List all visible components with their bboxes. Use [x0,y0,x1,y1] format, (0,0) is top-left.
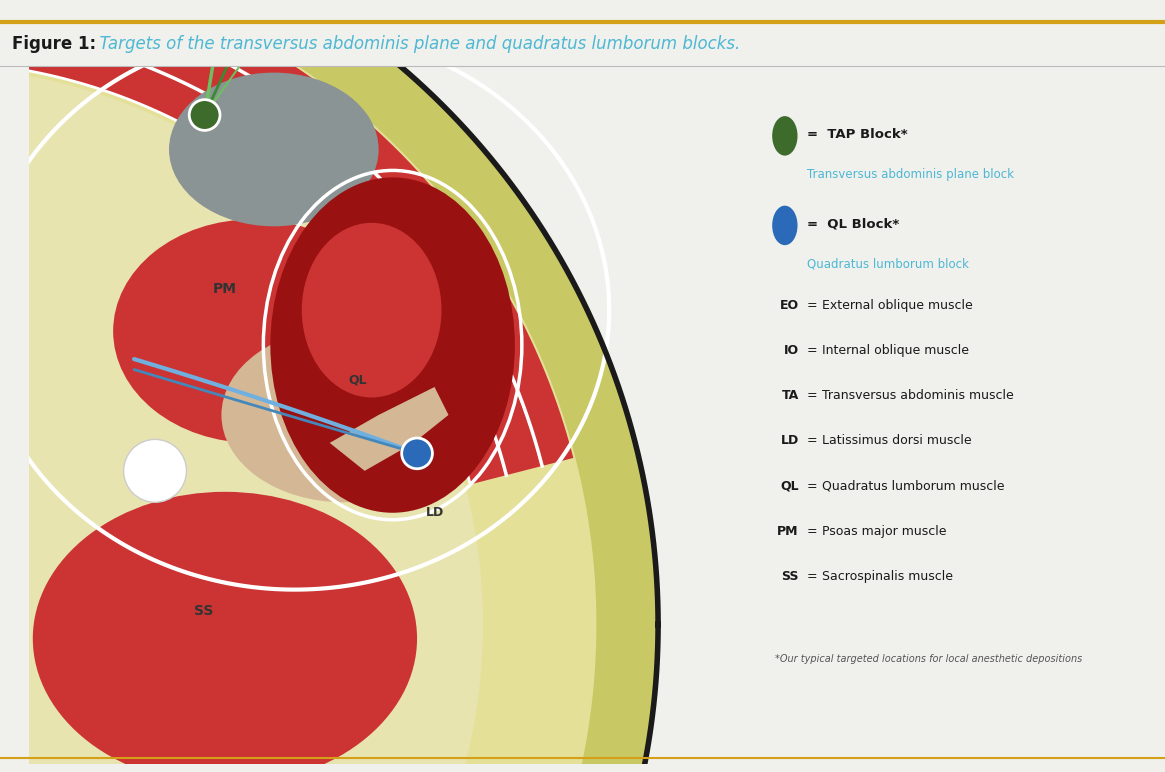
Text: Transversus abdominis plane block: Transversus abdominis plane block [806,168,1014,181]
Ellipse shape [270,178,515,513]
Circle shape [772,205,798,245]
Text: EO: EO [779,300,799,312]
Text: Sacrospinalis muscle: Sacrospinalis muscle [822,570,953,583]
Text: QL: QL [781,479,799,493]
Polygon shape [0,0,573,466]
Text: Psoas major muscle: Psoas major muscle [822,525,947,537]
Text: Quadratus lumborum muscle: Quadratus lumborum muscle [822,479,1005,493]
Polygon shape [0,0,658,772]
Circle shape [772,116,798,156]
Text: SS: SS [782,570,799,583]
Polygon shape [0,0,541,475]
Text: =  TAP Block*: = TAP Block* [806,128,908,141]
Text: =: = [806,479,818,493]
Text: =: = [806,525,818,537]
Ellipse shape [221,327,466,503]
Text: =  QL Block*: = QL Block* [806,218,899,231]
Ellipse shape [302,223,442,398]
Circle shape [189,100,220,130]
Text: *Our typical targeted locations for local anesthetic depositions: *Our typical targeted locations for loca… [775,654,1082,664]
Text: Figure 1:: Figure 1: [12,36,96,53]
Text: LD: LD [781,435,799,448]
Text: SS: SS [195,604,213,618]
Text: PM: PM [213,283,236,296]
Text: =: = [806,300,818,312]
Text: Transversus abdominis muscle: Transversus abdominis muscle [822,389,1015,402]
Polygon shape [0,25,506,484]
Text: =: = [806,570,818,583]
Ellipse shape [123,439,186,503]
Text: External oblique muscle: External oblique muscle [822,300,973,312]
Text: Internal oblique muscle: Internal oblique muscle [822,344,969,357]
Text: Quadratus lumborum block: Quadratus lumborum block [806,257,968,270]
Text: PM: PM [777,525,799,537]
Polygon shape [330,387,449,471]
Text: IO: IO [784,344,799,357]
Text: TA: TA [782,389,799,402]
Ellipse shape [113,219,393,443]
Circle shape [402,438,432,469]
Text: Targets of the transversus abdominis plane and quadratus lumborum blocks.: Targets of the transversus abdominis pla… [89,36,740,53]
Text: QL: QL [348,374,367,387]
Text: Latissimus dorsi muscle: Latissimus dorsi muscle [822,435,972,448]
Text: =: = [806,344,818,357]
Polygon shape [0,0,595,772]
Text: LD: LD [425,506,444,520]
Polygon shape [0,66,482,772]
Text: =: = [806,435,818,448]
Ellipse shape [169,73,379,226]
Text: =: = [806,389,818,402]
Ellipse shape [33,492,417,772]
